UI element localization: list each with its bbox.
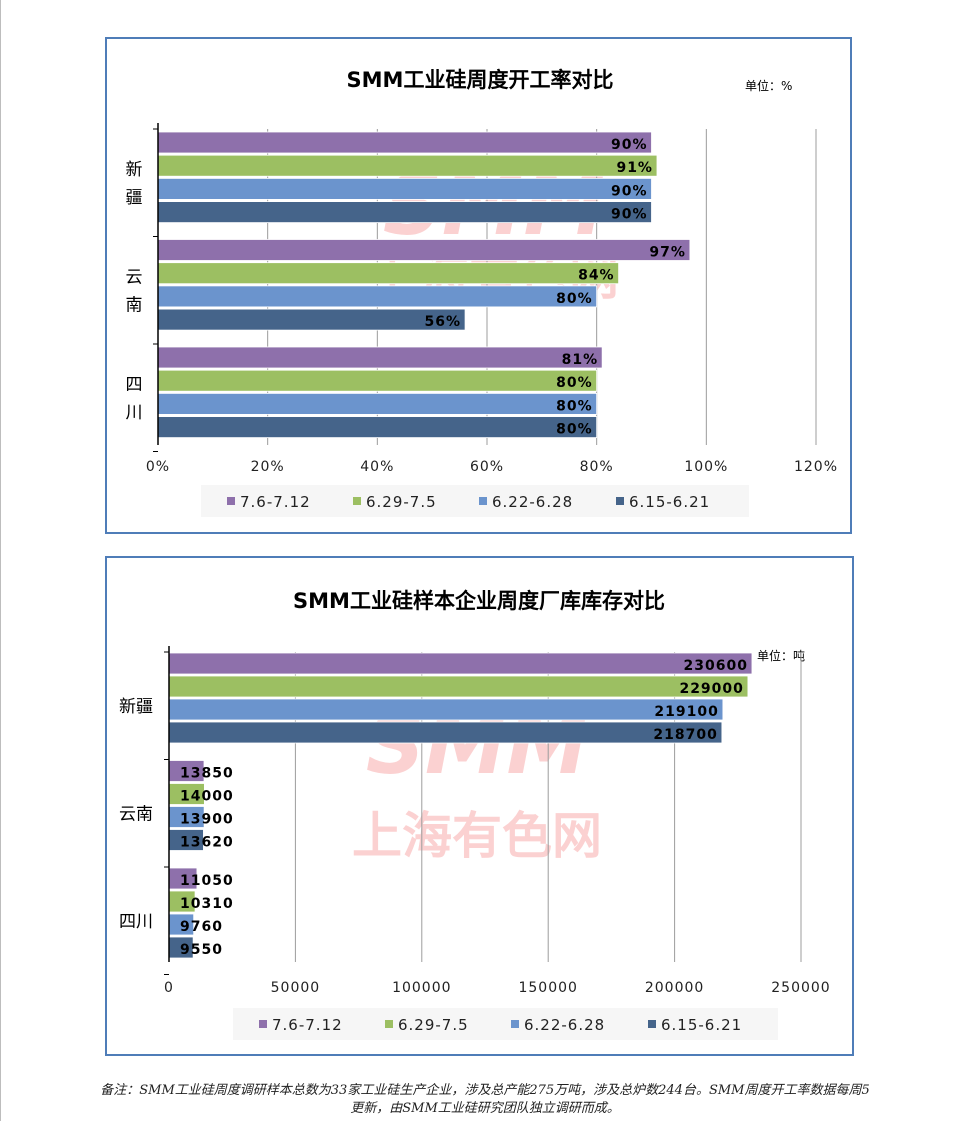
legend-swatch	[616, 497, 624, 505]
bar-value-label: 80%	[556, 375, 593, 391]
bar-value-label: 80%	[556, 398, 593, 414]
inventory-chart-panel: SMM 上海有色网 SMM工业硅样本企业周度厂库库存对比 单位：吨 0 50000 1000…	[105, 556, 854, 1056]
bar-value-label: 13900	[180, 812, 234, 828]
bar-value-label: 56%	[425, 314, 462, 330]
watermark-name: 上海有色网	[352, 807, 602, 865]
legend-label: 7.6-7.12	[272, 1016, 343, 1034]
legend-label: 6.15-6.21	[629, 493, 710, 511]
bar	[168, 698, 724, 721]
utilization-chart-panel: SMM上海有色网SMM工业硅周度开工率对比单位：%0%20%40%60%80%1…	[105, 37, 852, 534]
bar-value-label: 11050	[180, 873, 234, 889]
bar	[157, 346, 603, 369]
bar	[168, 721, 723, 744]
bar-value-label: 230600	[684, 658, 748, 674]
bar-value-label: 81%	[562, 352, 599, 368]
x-tick-label: 50000	[271, 980, 321, 996]
bar	[157, 154, 658, 177]
legend-swatch	[385, 1020, 393, 1028]
bar-value-label: 13850	[180, 766, 234, 782]
bar-value-label: 13620	[180, 835, 234, 851]
bar-value-label: 91%	[616, 160, 653, 176]
utilization-chart: SMM上海有色网SMM工业硅周度开工率对比单位：%0%20%40%60%80%1…	[126, 68, 838, 517]
legend-label: 6.29-7.5	[398, 1016, 469, 1034]
category-label: 云南	[119, 804, 153, 824]
bar-value-label: 10310	[180, 896, 234, 912]
x-tick-label: 100000	[392, 980, 451, 996]
chart-title: SMM工业硅样本企业周度厂库库存对比	[293, 589, 665, 613]
legend-swatch	[511, 1020, 519, 1028]
bar	[157, 201, 652, 224]
x-tick-label: 20%	[251, 459, 285, 475]
category-label: 新	[126, 160, 143, 180]
x-tick-label: 80%	[580, 459, 614, 475]
legend-label: 6.22-6.28	[524, 1016, 605, 1034]
x-tick-label: 200000	[645, 980, 704, 996]
category-label: 南	[126, 295, 143, 315]
legend-swatch	[259, 1020, 267, 1028]
category-label: 川	[126, 403, 143, 423]
bar	[168, 652, 753, 675]
category-label: 疆	[126, 188, 143, 208]
legend-label: 6.22-6.28	[492, 493, 573, 511]
chart-title: SMM工业硅周度开工率对比	[347, 68, 614, 92]
legend-label: 6.29-7.5	[366, 493, 437, 511]
bar-value-label: 90%	[611, 207, 648, 223]
x-tick-label: 250000	[771, 980, 830, 996]
x-tick-label: 60%	[470, 459, 504, 475]
bar	[157, 177, 652, 200]
category-label: 四	[126, 375, 143, 395]
bar	[157, 131, 652, 154]
category-label: 四川	[119, 912, 153, 932]
bar-value-label: 84%	[578, 268, 615, 284]
legend-box	[233, 1008, 778, 1040]
bar-value-label: 9550	[180, 942, 223, 958]
bar	[157, 285, 598, 308]
bar-value-label: 97%	[649, 245, 686, 261]
bar-value-label: 229000	[679, 681, 743, 697]
bar	[157, 416, 598, 439]
x-tick-label: 0	[164, 980, 174, 996]
bar	[157, 262, 620, 285]
category-label: 云	[126, 267, 143, 287]
x-tick-label: 150000	[518, 980, 577, 996]
unit-label: 单位：%	[745, 78, 792, 93]
legend-swatch	[648, 1020, 656, 1028]
footnote: 备注：SMM工业硅周度调研样本总数为33家工业硅生产企业，涉及总产能275万吨，…	[100, 1083, 870, 1116]
bar-value-label: 80%	[556, 291, 593, 307]
bar	[157, 369, 598, 392]
bar-value-label: 80%	[556, 422, 593, 438]
x-tick-label: 120%	[794, 459, 838, 475]
x-tick-label: 0%	[146, 459, 170, 475]
bar-value-label: 14000	[180, 789, 234, 805]
category-label: 新疆	[119, 697, 153, 717]
legend-swatch	[227, 497, 235, 505]
bar	[168, 675, 749, 698]
bar-value-label: 90%	[611, 183, 648, 199]
legend-swatch	[353, 497, 361, 505]
bar	[157, 308, 466, 331]
x-tick-label: 40%	[360, 459, 394, 475]
bar-value-label: 218700	[653, 727, 717, 743]
legend-swatch	[479, 497, 487, 505]
bar	[157, 239, 691, 261]
legend-label: 6.15-6.21	[661, 1016, 742, 1034]
bar-value-label: 9760	[180, 919, 223, 935]
bar-value-label: 90%	[611, 137, 648, 153]
bar-value-label: 219100	[654, 704, 718, 720]
legend-label: 7.6-7.12	[240, 493, 311, 511]
x-tick-label: 100%	[684, 459, 728, 475]
legend-box	[201, 485, 749, 517]
bar	[157, 392, 598, 415]
page-left-edge	[0, 0, 1, 1121]
unit-label: 单位：吨	[757, 648, 805, 663]
